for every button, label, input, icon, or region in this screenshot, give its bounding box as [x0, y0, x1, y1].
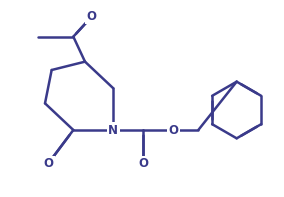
Text: O: O [87, 10, 97, 23]
Text: O: O [43, 157, 53, 170]
Text: O: O [168, 124, 178, 137]
Text: O: O [138, 157, 148, 170]
Text: N: N [108, 124, 118, 137]
